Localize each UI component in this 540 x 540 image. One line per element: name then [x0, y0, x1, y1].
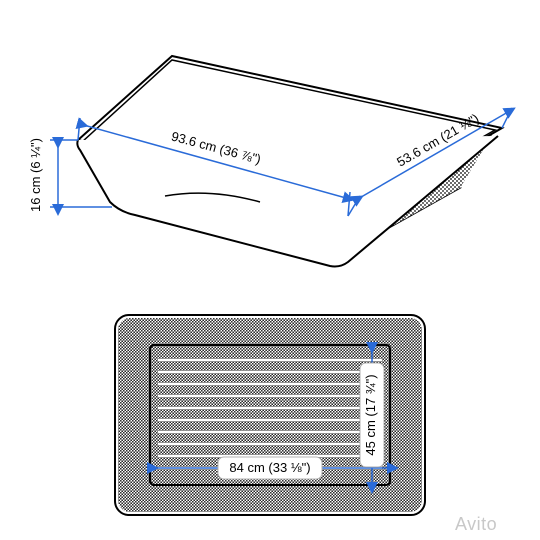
- label-top-width: 84 cm (33 ⅛"): [229, 460, 310, 475]
- dimension-inner-depth: 45 cm (17 ¾"): [360, 345, 384, 485]
- label-iso-height: 16 cm (6 ¼"): [28, 138, 43, 212]
- isometric-view: 16 cm (6 ¼") 93.6 cm (36 ⅞") 53.6 cm (21…: [28, 56, 512, 267]
- label-top-depth: 45 cm (17 ¾"): [363, 374, 378, 455]
- diagram-canvas: 16 cm (6 ¼") 93.6 cm (36 ⅞") 53.6 cm (21…: [0, 0, 540, 540]
- watermark-text: Avito: [455, 514, 497, 534]
- top-view: 84 cm (33 ⅛") 45 cm (17 ¾"): [115, 315, 425, 515]
